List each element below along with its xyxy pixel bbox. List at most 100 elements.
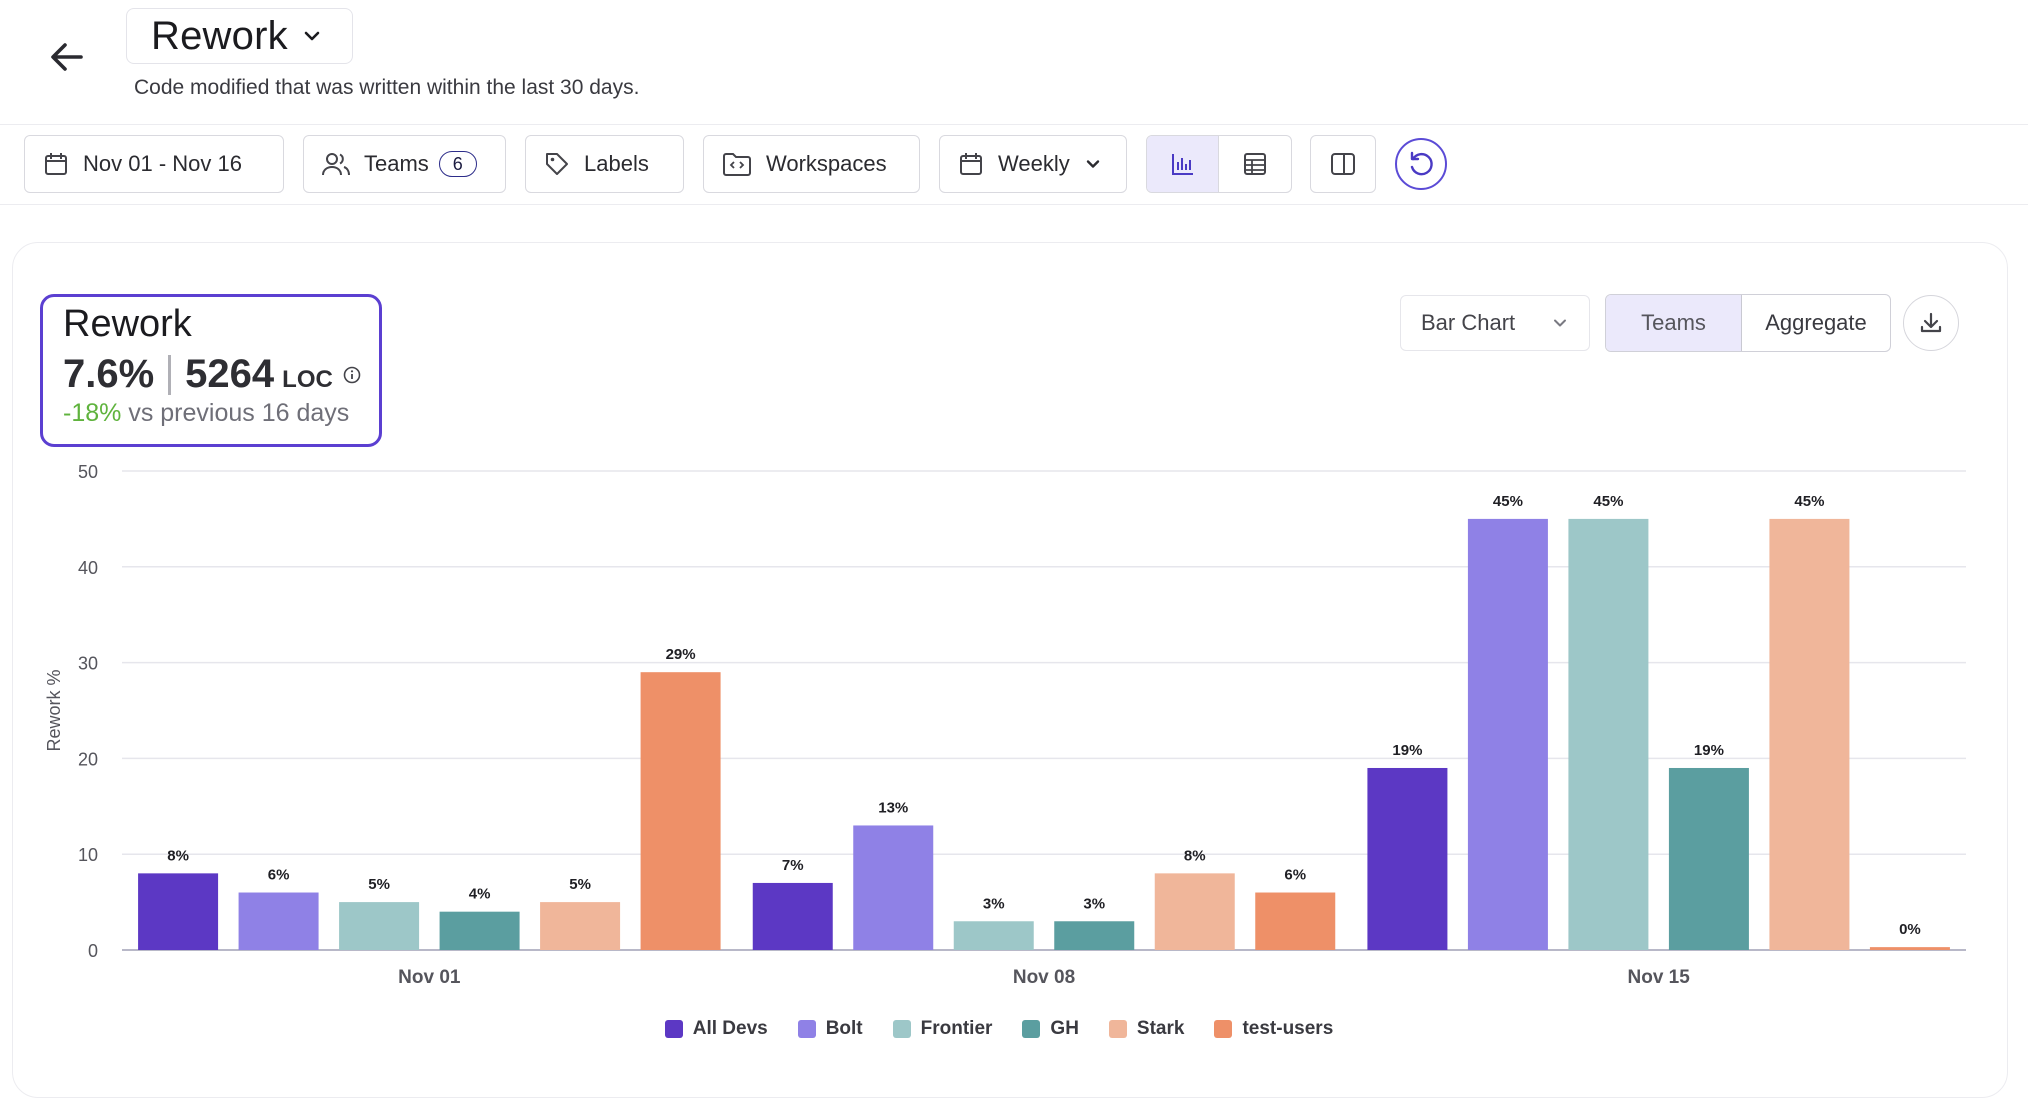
data-label: 8% <box>167 847 189 864</box>
data-label: 8% <box>1184 847 1206 864</box>
chevron-down-icon <box>1086 160 1099 168</box>
panel-right-icon <box>1331 153 1355 175</box>
page-title: Rework <box>151 13 288 58</box>
legend-item[interactable]: GH <box>1022 1018 1079 1040</box>
legend-swatch <box>1108 1020 1127 1038</box>
legend-item[interactable]: Frontier <box>892 1018 993 1040</box>
metric-change-text: vs previous 16 days <box>128 399 350 427</box>
chevron-down-icon <box>304 31 320 41</box>
y-tick-label: 0 <box>88 941 98 961</box>
date-range-button[interactable]: Nov 01 - Nov 16 <box>24 135 284 193</box>
x-tick-label: Nov 15 <box>1628 967 1691 988</box>
bar <box>238 892 319 950</box>
data-label: 4% <box>469 886 491 903</box>
header-divider <box>0 124 2028 125</box>
chart-view-button[interactable] <box>1147 136 1219 192</box>
legend-swatch <box>1022 1020 1041 1038</box>
interval-label: Weekly <box>998 151 1070 176</box>
metric-separator <box>168 354 172 395</box>
tag-icon <box>546 153 568 175</box>
bar <box>138 873 219 950</box>
metric-title: Rework <box>63 303 192 345</box>
bar <box>1054 921 1135 950</box>
metric-summary: Rework 7.6% 5264 LOC -18% vs previous 16… <box>40 294 382 447</box>
data-label: 19% <box>1392 742 1422 759</box>
group-aggregate-button[interactable]: Aggregate <box>1765 310 1867 335</box>
metric-loc: 5264 <box>185 352 275 396</box>
legend-label: Bolt <box>825 1018 863 1039</box>
interval-select[interactable]: Weekly <box>939 135 1127 193</box>
legend-item[interactable]: Bolt <box>797 1018 863 1040</box>
legend-item[interactable]: Stark <box>1108 1018 1185 1040</box>
bar <box>1769 518 1850 950</box>
legend-swatch <box>1214 1020 1233 1038</box>
data-label: 6% <box>1284 867 1306 884</box>
x-tick-label: Nov 08 <box>1013 967 1075 988</box>
data-label: 45% <box>1794 493 1824 510</box>
bar <box>853 825 934 950</box>
data-label: 13% <box>878 799 908 816</box>
date-range-label: Nov 01 - Nov 16 <box>83 151 242 176</box>
back-button[interactable] <box>44 34 90 80</box>
rotate-ccw-icon <box>1410 151 1433 176</box>
bar <box>640 672 721 950</box>
chart-type-select[interactable]: Bar Chart <box>1400 295 1590 351</box>
toolbar-divider <box>0 204 2028 205</box>
y-tick-label: 10 <box>78 845 98 865</box>
data-label: 5% <box>368 876 390 893</box>
chart-type-label: Bar Chart <box>1421 310 1516 335</box>
legend-label: Stark <box>1136 1018 1185 1039</box>
table-view-button[interactable] <box>1219 136 1291 192</box>
calendar-icon <box>45 153 67 175</box>
bar-chart-icon <box>1171 154 1193 175</box>
legend-item[interactable]: test-users <box>1214 1018 1333 1040</box>
data-label: 6% <box>268 867 290 884</box>
legend-swatch <box>797 1020 816 1038</box>
bar <box>752 882 833 950</box>
page-subtitle: Code modified that was written within th… <box>134 76 640 99</box>
y-tick-label: 20 <box>78 749 98 769</box>
legend-item[interactable]: All Devs <box>664 1018 768 1040</box>
labels-filter-label: Labels <box>584 151 649 176</box>
info-icon[interactable] <box>343 366 361 384</box>
calendar-icon <box>960 153 982 175</box>
bar <box>339 902 420 950</box>
legend-label: test-users <box>1242 1018 1334 1039</box>
metric-loc-unit: LOC <box>282 366 333 393</box>
folder-code-icon <box>723 153 751 176</box>
data-label: 19% <box>1694 742 1724 759</box>
download-icon <box>1920 312 1942 333</box>
side-panel-button[interactable] <box>1310 135 1376 193</box>
metric-change: -18% vs previous 16 days <box>63 399 379 428</box>
data-label: 5% <box>569 876 591 893</box>
metric-select[interactable]: Rework <box>126 8 353 64</box>
bar <box>1154 873 1235 950</box>
x-tick-label: Nov 01 <box>398 967 461 988</box>
y-tick-label: 30 <box>78 654 98 674</box>
teams-filter-button[interactable]: Teams 6 <box>303 135 506 193</box>
data-label: 7% <box>782 857 804 874</box>
bar <box>1668 767 1749 950</box>
teams-count-badge: 6 <box>438 151 477 177</box>
download-button[interactable] <box>1903 295 1959 351</box>
metric-change-percent: -18% <box>63 399 122 427</box>
chevron-down-icon <box>1554 319 1566 327</box>
y-tick-label: 50 <box>78 462 98 482</box>
workspaces-filter-button[interactable]: Workspaces <box>703 135 920 193</box>
bar <box>1367 767 1448 950</box>
bar <box>540 902 621 950</box>
chart-legend: All Devs Bolt Frontier GH Stark test-users <box>0 1018 2028 1040</box>
group-teams-button[interactable]: Teams <box>1606 295 1742 351</box>
data-label: 3% <box>983 895 1005 912</box>
data-label: 3% <box>1083 895 1105 912</box>
legend-label: Frontier <box>920 1018 993 1039</box>
reset-button[interactable] <box>1395 138 1447 190</box>
bar <box>439 911 520 950</box>
grouping-toggle: Teams Aggregate <box>1605 294 1891 352</box>
legend-label: GH <box>1050 1018 1079 1039</box>
y-axis-label: Rework % <box>44 669 64 751</box>
bar <box>1467 518 1548 950</box>
bar <box>1568 518 1649 950</box>
labels-filter-button[interactable]: Labels <box>525 135 684 193</box>
